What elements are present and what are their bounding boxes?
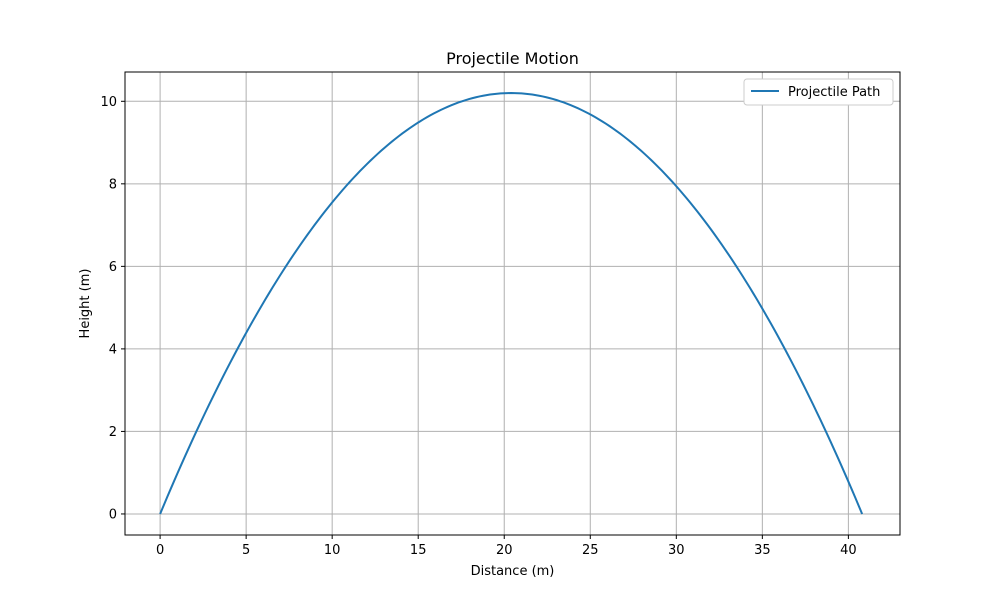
- x-tick-label: 0: [156, 543, 164, 558]
- x-tick-label: 25: [582, 543, 599, 558]
- x-tick-label: 15: [410, 543, 427, 558]
- x-tick-label: 35: [754, 543, 771, 558]
- x-tick-label: 5: [242, 543, 250, 558]
- grid: [125, 72, 900, 535]
- y-axis-label: Height (m): [78, 269, 93, 339]
- y-tick-label: 0: [109, 507, 117, 522]
- series-line-projectile-path: [159, 92, 864, 515]
- x-tick-label: 10: [324, 543, 341, 558]
- y-tick-label: 6: [109, 260, 117, 275]
- x-tick-label: 20: [496, 543, 513, 558]
- chart-title: Projectile Motion: [446, 49, 579, 68]
- x-tick-label: 30: [668, 543, 685, 558]
- legend-box: [743, 78, 894, 106]
- x-axis-label: Distance (m): [471, 564, 555, 579]
- plot-frame: [124, 71, 901, 536]
- legend: Projectile Path: [743, 78, 894, 106]
- y-tick-label: 4: [109, 342, 117, 357]
- y-tick-label: 2: [109, 425, 117, 440]
- axis-ticks: 0 5 10 15 20 25 30 35 40 0 2 4 6 8 10: [100, 95, 856, 558]
- legend-label: Projectile Path: [788, 85, 880, 100]
- y-tick-label: 8: [109, 177, 117, 192]
- series-layer: [159, 92, 864, 515]
- y-tick-label: 10: [100, 95, 117, 110]
- x-tick-label: 40: [840, 543, 857, 558]
